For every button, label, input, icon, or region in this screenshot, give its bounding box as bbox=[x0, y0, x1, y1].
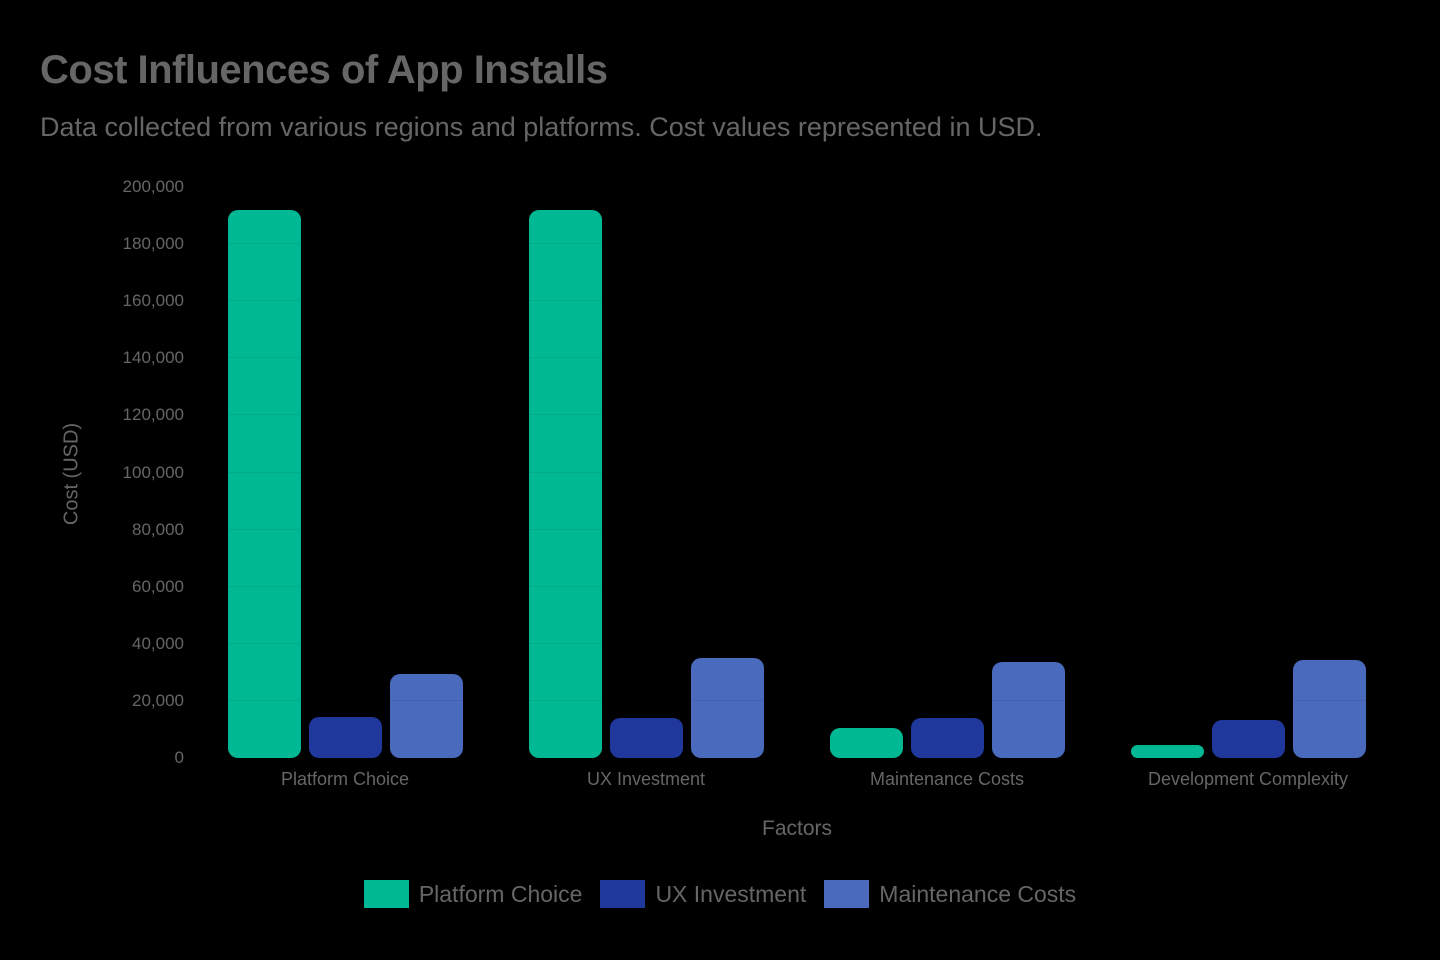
legend-swatch-icon bbox=[600, 880, 646, 908]
gridline bbox=[227, 528, 301, 530]
gridline bbox=[528, 528, 602, 530]
legend-label: Platform Choice bbox=[418, 880, 583, 907]
x-tick-label: Development Complexity bbox=[1147, 769, 1349, 789]
gridline bbox=[528, 585, 602, 587]
y-tick-label: 180,000 bbox=[122, 234, 184, 254]
gridline bbox=[227, 471, 301, 473]
chart-title: Cost Influences of App Installs bbox=[40, 48, 608, 92]
gridline bbox=[528, 300, 602, 302]
bar[interactable] bbox=[829, 728, 903, 758]
bar[interactable] bbox=[1130, 745, 1204, 758]
x-tick-label: UX Investment bbox=[586, 769, 706, 789]
bar[interactable] bbox=[308, 716, 382, 758]
legend-item[interactable]: Maintenance Costs bbox=[824, 880, 1076, 908]
y-tick-label: 0 bbox=[174, 748, 184, 767]
gridline bbox=[227, 357, 301, 359]
gridline bbox=[1292, 699, 1366, 701]
y-tick-label: 160,000 bbox=[122, 291, 184, 311]
x-axis-label: Factors bbox=[761, 817, 833, 840]
bar[interactable] bbox=[991, 662, 1065, 758]
y-tick-label: 120,000 bbox=[122, 405, 184, 425]
legend: Platform Choice UX Investment Maintenance … bbox=[0, 880, 1440, 908]
legend-item[interactable]: UX Investment bbox=[600, 880, 806, 908]
x-tick-label: Platform Choice bbox=[280, 769, 410, 789]
legend-label: UX Investment bbox=[655, 880, 807, 907]
x-tick-label: Maintenance Costs bbox=[869, 769, 1025, 789]
bar[interactable] bbox=[227, 209, 301, 758]
y-axis-label: Cost (USD) bbox=[60, 422, 83, 526]
gridline bbox=[991, 699, 1065, 701]
gridline bbox=[227, 243, 301, 245]
bar[interactable] bbox=[1211, 720, 1285, 758]
gridline bbox=[528, 699, 602, 701]
gridline bbox=[389, 699, 463, 701]
bar[interactable] bbox=[528, 209, 602, 758]
y-tick-label: 80,000 bbox=[132, 519, 184, 539]
gridline bbox=[528, 414, 602, 416]
plot-area bbox=[195, 187, 1400, 758]
gridline bbox=[227, 585, 301, 587]
gridline bbox=[227, 699, 301, 701]
legend-swatch-icon bbox=[363, 880, 409, 908]
gridline bbox=[528, 243, 602, 245]
gridline bbox=[690, 699, 764, 701]
y-tick-label: 200,000 bbox=[122, 177, 184, 196]
gridline bbox=[227, 642, 301, 644]
y-tick-label: 100,000 bbox=[122, 462, 184, 482]
gridline bbox=[528, 471, 602, 473]
y-tick-label: 20,000 bbox=[132, 690, 184, 710]
bar[interactable] bbox=[910, 718, 984, 758]
bar[interactable] bbox=[609, 718, 683, 758]
legend-item[interactable]: Platform Choice bbox=[363, 880, 583, 908]
gridline bbox=[528, 357, 602, 359]
legend-swatch-icon bbox=[824, 880, 870, 908]
y-tick-label: 140,000 bbox=[122, 348, 184, 368]
chart-subtitle: Data collected from various regions and … bbox=[40, 112, 1043, 142]
gridline bbox=[227, 300, 301, 302]
legend-label: Maintenance Costs bbox=[879, 880, 1077, 907]
gridline bbox=[227, 414, 301, 416]
gridline bbox=[528, 642, 602, 644]
bar[interactable] bbox=[690, 658, 764, 758]
bar[interactable] bbox=[1292, 659, 1366, 758]
y-tick-label: 40,000 bbox=[132, 633, 184, 653]
y-tick-label: 60,000 bbox=[132, 576, 184, 596]
bar[interactable] bbox=[389, 673, 463, 758]
